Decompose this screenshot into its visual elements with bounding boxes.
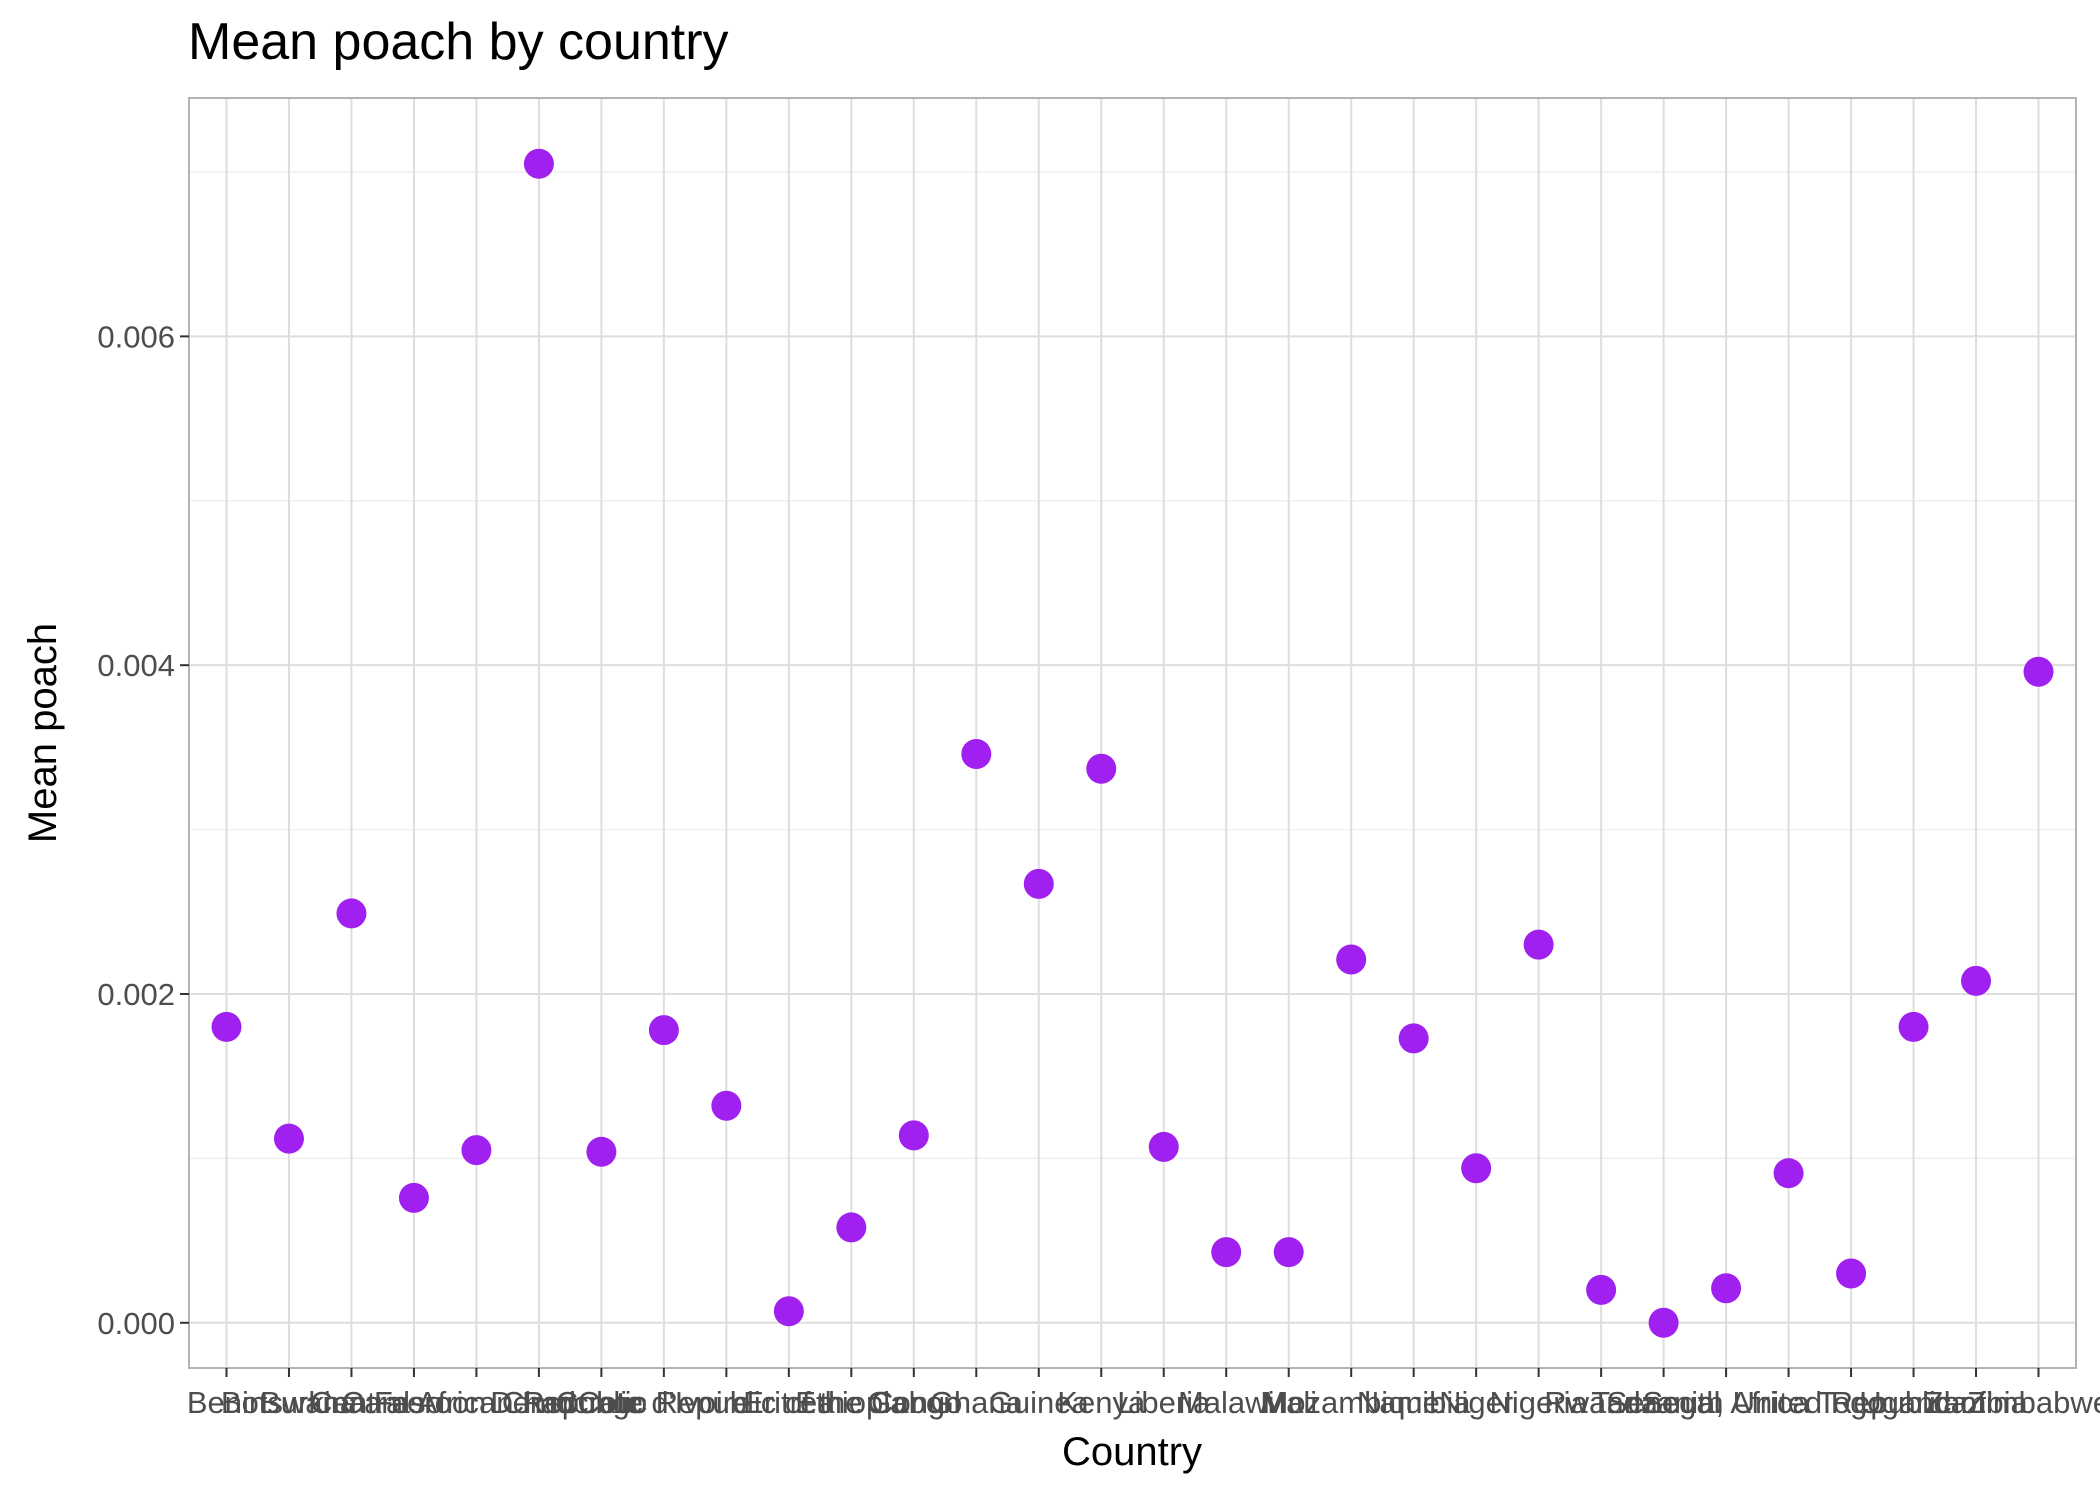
data-point	[273, 1123, 304, 1154]
data-point	[1023, 868, 1054, 899]
data-point	[961, 738, 992, 769]
x-tick-label: Kenya	[1057, 1385, 1146, 1420]
chart-title: Mean poach by country	[188, 13, 729, 71]
x-tick-label: Central African Republic	[310, 1385, 643, 1420]
data-point	[461, 1135, 492, 1166]
data-point	[1836, 1258, 1867, 1289]
data-point	[1461, 1153, 1492, 1184]
x-tick-label: Mali	[1260, 1385, 1317, 1420]
data-point	[1523, 929, 1554, 960]
data-point	[898, 1120, 929, 1151]
data-point	[1336, 944, 1367, 975]
data-points	[211, 148, 2054, 1338]
x-tick-label: Tanzania, United Republic of	[1591, 1385, 1986, 1420]
x-tick-label: Namibia	[1357, 1385, 1471, 1420]
x-tick-label: Burkina Faso	[260, 1385, 443, 1420]
data-point	[2023, 656, 2054, 687]
x-tick-label: Cameroon	[342, 1385, 487, 1420]
x-tick-label: Guinea	[989, 1385, 1090, 1420]
x-tick-label: Rwanda	[1544, 1385, 1658, 1420]
x-tick-label: Liberia	[1117, 1385, 1211, 1420]
y-axis-title: Mean poach	[21, 623, 65, 843]
x-tick-label: Zimbabwe	[1967, 1385, 2100, 1420]
x-tick-label: Congo	[556, 1385, 647, 1420]
data-point	[1086, 753, 1117, 784]
x-tick-label: Eritrea	[743, 1385, 835, 1420]
x-tick-label: Malawi	[1178, 1385, 1274, 1420]
x-tick-label: Chad	[502, 1385, 576, 1420]
major-gridlines	[189, 98, 2076, 1368]
x-tick-label: Ethiopia	[795, 1385, 908, 1420]
y-axis-ticks: 0.000 0.002 0.004 0.006	[97, 319, 189, 1341]
x-tick-label: Nigeria	[1490, 1385, 1589, 1420]
y-tick-label: 0.000	[97, 1306, 175, 1341]
x-tick-label: South Africa	[1643, 1385, 1811, 1420]
data-point	[1273, 1237, 1304, 1268]
data-point	[586, 1136, 617, 1167]
data-point	[773, 1296, 804, 1327]
x-tick-label: Benin	[187, 1385, 266, 1420]
x-tick-label: Zambia	[1924, 1385, 2028, 1420]
y-tick-label: 0.006	[97, 319, 175, 354]
x-tick-label: Cote d'Ivoire	[577, 1385, 750, 1420]
data-point	[1961, 965, 1992, 996]
x-tick-label: Botswana	[221, 1385, 358, 1420]
plot-panel-border	[188, 97, 2077, 1369]
x-axis-title: Country	[1062, 1430, 1202, 1474]
data-point	[648, 1015, 679, 1046]
data-point	[1148, 1131, 1179, 1162]
data-point	[1898, 1011, 1929, 1042]
minor-gridlines	[189, 171, 2076, 1159]
data-point	[836, 1212, 867, 1243]
y-tick-label: 0.004	[97, 648, 175, 683]
data-point	[398, 1182, 429, 1213]
data-point	[1398, 1023, 1429, 1054]
data-point	[1648, 1307, 1679, 1338]
data-point	[211, 1011, 242, 1042]
data-point	[1711, 1273, 1742, 1304]
data-point	[336, 898, 367, 929]
data-point	[711, 1090, 742, 1121]
data-point	[1773, 1158, 1804, 1189]
x-tick-label: Niger	[1439, 1385, 1513, 1420]
x-tick-label: Gabon	[867, 1385, 960, 1420]
x-tick-label: Mozambique	[1262, 1385, 1439, 1420]
x-tick-label: Uganda	[1859, 1385, 1968, 1420]
data-point	[523, 148, 554, 179]
data-point	[1586, 1274, 1617, 1305]
x-tick-label: Ghana	[930, 1385, 1024, 1420]
x-tick-label: Togo	[1817, 1385, 1884, 1420]
x-tick-label: Senegal	[1607, 1385, 1721, 1420]
data-point	[1211, 1237, 1242, 1268]
x-tick-label: Democratic Republic of the Congo	[490, 1385, 962, 1420]
y-tick-label: 0.002	[97, 977, 175, 1012]
